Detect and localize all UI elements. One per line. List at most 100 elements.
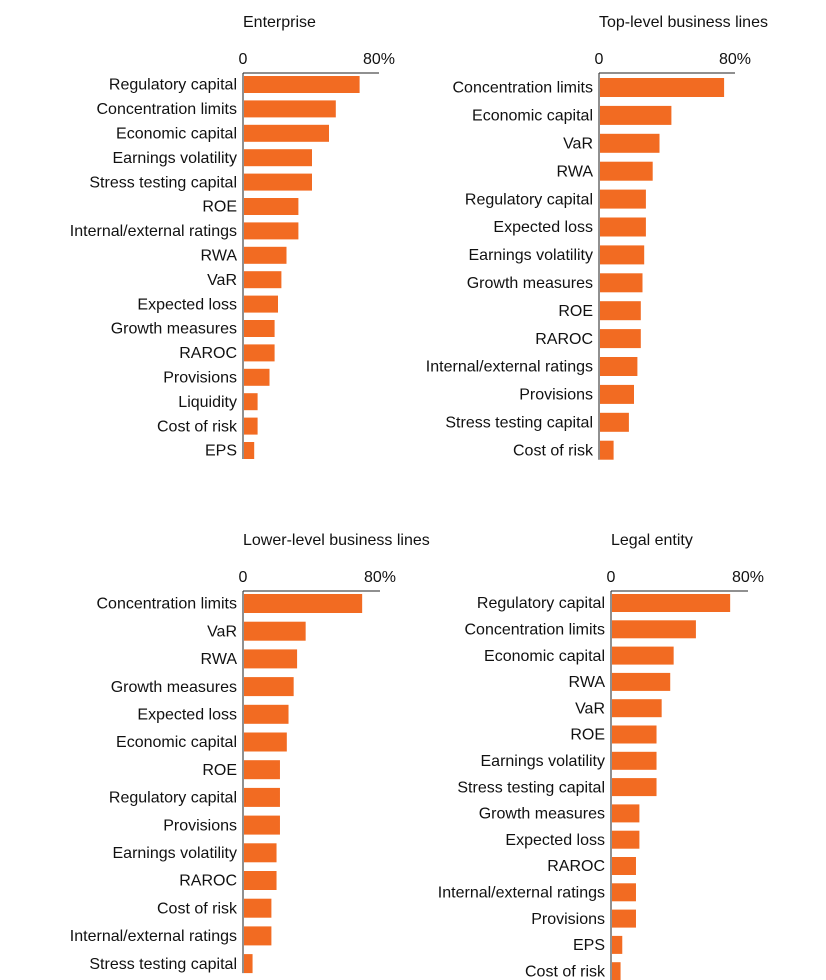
y-tick-label: Concentration limits	[97, 596, 238, 613]
bar	[612, 725, 657, 744]
bar	[244, 198, 299, 215]
y-tick-label: Stress testing capital	[457, 779, 605, 796]
y-tick-label: Internal/external ratings	[438, 885, 605, 902]
bar	[612, 830, 640, 849]
y-tick-label: Cost of risk	[513, 442, 594, 459]
y-tick-label: Internal/external ratings	[70, 928, 237, 945]
bar	[600, 161, 653, 181]
y-tick-label: Economic capital	[484, 648, 605, 665]
bar	[600, 78, 725, 97]
y-tick-label: Growth measures	[479, 806, 605, 823]
x-tick-label: 0	[607, 569, 616, 586]
bar	[612, 699, 662, 718]
bar	[600, 384, 634, 404]
bar	[244, 704, 289, 724]
bar	[244, 393, 258, 411]
bar	[612, 620, 696, 639]
y-tick-label: VaR	[563, 136, 593, 153]
y-tick-label: EPS	[205, 443, 237, 460]
y-tick-label: Cost of risk	[157, 418, 238, 435]
y-tick-label: RAROC	[179, 345, 237, 362]
x-tick-label: 80%	[719, 51, 751, 68]
bar	[244, 344, 275, 362]
y-tick-label: Earnings volatility	[469, 247, 594, 264]
chart-title: Lower-level business lines	[243, 532, 430, 549]
bar	[612, 804, 640, 823]
x-tick-label: 0	[239, 569, 248, 586]
y-tick-label: Concentration limits	[465, 622, 606, 639]
y-tick-label: RWA	[569, 674, 606, 691]
bar	[244, 815, 280, 835]
bar	[244, 368, 270, 386]
chart-title: Enterprise	[243, 14, 316, 31]
y-tick-label: Provisions	[531, 911, 605, 928]
bar	[244, 898, 272, 918]
y-tick-label: Provisions	[163, 370, 237, 387]
y-tick-label: ROE	[202, 762, 237, 779]
y-tick-label: RWA	[201, 651, 238, 668]
y-tick-label: Economic capital	[116, 734, 237, 751]
y-tick-label: Economic capital	[472, 108, 593, 125]
y-tick-label: VaR	[207, 272, 237, 289]
bar	[244, 594, 363, 613]
y-tick-label: Cost of risk	[525, 963, 606, 980]
chart-title: Top-level business lines	[599, 14, 768, 31]
bar	[244, 100, 336, 118]
bar	[244, 149, 312, 167]
bar	[244, 295, 278, 313]
chart-title: Legal entity	[611, 532, 693, 549]
y-tick-label: Liquidity	[178, 394, 237, 411]
bar	[244, 320, 275, 337]
bar	[244, 271, 282, 289]
y-tick-label: RAROC	[179, 873, 237, 890]
y-tick-label: ROE	[202, 199, 237, 216]
bar	[600, 440, 614, 460]
bar	[612, 962, 621, 980]
bar	[244, 954, 253, 974]
bar	[244, 173, 312, 191]
y-tick-label: Regulatory capital	[109, 77, 237, 94]
bar	[244, 76, 360, 93]
bar	[612, 751, 657, 770]
bar	[612, 672, 671, 691]
bar	[600, 217, 646, 237]
y-tick-label: Regulatory capital	[109, 790, 237, 807]
y-tick-label: Expected loss	[493, 219, 593, 236]
x-tick-label: 80%	[364, 569, 396, 586]
y-tick-label: Provisions	[519, 387, 593, 404]
bar	[600, 357, 638, 376]
y-tick-label: ROE	[570, 727, 605, 744]
bar	[612, 594, 731, 612]
y-tick-label: Growth measures	[111, 679, 237, 696]
y-tick-label: Earnings volatility	[113, 845, 238, 862]
y-tick-label: Regulatory capital	[477, 595, 605, 612]
y-tick-label: Stress testing capital	[89, 956, 237, 973]
bar	[244, 843, 277, 863]
y-tick-label: Cost of risk	[157, 900, 238, 917]
x-tick-label: 80%	[732, 569, 764, 586]
y-tick-label: Regulatory capital	[465, 191, 593, 208]
y-tick-label: Provisions	[163, 817, 237, 834]
bar	[244, 621, 306, 641]
y-tick-label: Expected loss	[137, 296, 237, 313]
y-tick-label: RAROC	[535, 331, 593, 348]
bar	[244, 222, 299, 240]
bar	[612, 909, 636, 928]
bar	[600, 329, 641, 349]
bar	[600, 105, 672, 125]
y-tick-label: RAROC	[547, 858, 605, 875]
y-tick-label: Economic capital	[116, 126, 237, 143]
bar	[600, 133, 660, 153]
bar	[600, 301, 641, 321]
bar	[600, 273, 643, 293]
y-tick-label: Concentration limits	[453, 80, 594, 97]
bar	[612, 935, 623, 954]
y-tick-label: EPS	[573, 937, 605, 954]
y-tick-label: Earnings volatility	[481, 753, 606, 770]
y-tick-label: Growth measures	[111, 321, 237, 338]
y-tick-label: Internal/external ratings	[70, 223, 237, 240]
y-tick-label: ROE	[558, 303, 593, 320]
y-tick-label: RWA	[201, 248, 238, 265]
bar	[244, 417, 258, 435]
